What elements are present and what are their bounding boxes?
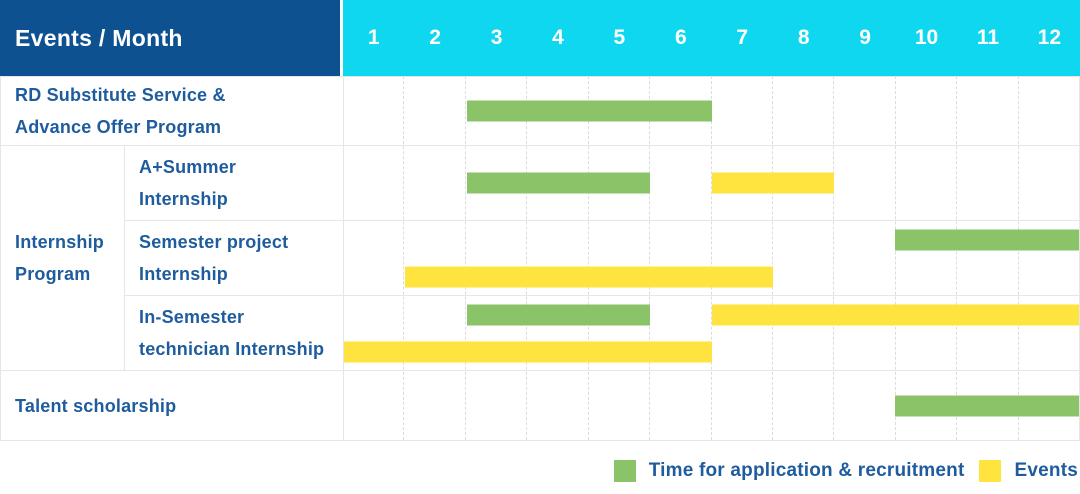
legend-item: Time for application & recruitment xyxy=(613,460,965,482)
row-bars xyxy=(343,145,1079,220)
group-label: Internship Program xyxy=(1,145,125,370)
bar-line xyxy=(344,371,1079,440)
month-label: 12 xyxy=(1037,26,1062,49)
gantt-bar-yellow xyxy=(711,172,834,194)
legend-label: Events xyxy=(1014,460,1078,481)
month-label: 6 xyxy=(674,26,687,49)
gantt-bar-yellow xyxy=(711,304,1079,325)
legend-swatch-green xyxy=(613,460,636,482)
row-label: In-Semester technician Internship xyxy=(125,295,343,370)
gantt-bar-green xyxy=(895,395,1079,416)
bar-line xyxy=(344,296,1079,333)
months-header: 1 2 3 4 5 6 7 8 9 10 11 12 xyxy=(343,0,1080,76)
legend-swatch-yellow xyxy=(979,460,1002,482)
row-bars xyxy=(343,220,1079,295)
legend-item: Events xyxy=(979,460,1078,482)
gantt-bar-green xyxy=(466,100,712,122)
legend-label: Time for application & recruitment xyxy=(648,460,965,481)
bar-line xyxy=(344,333,1079,370)
month-label: 3 xyxy=(490,26,503,49)
gantt-bar-yellow xyxy=(405,266,773,287)
row-bars xyxy=(343,370,1079,440)
month-label: 8 xyxy=(797,26,810,49)
row-label: A+Summer Internship xyxy=(125,145,343,220)
row-bars xyxy=(343,76,1079,145)
gantt-bar-green xyxy=(466,304,651,325)
bar-line xyxy=(344,77,1079,145)
bar-line xyxy=(344,146,1079,220)
corner-header-label: Events / Month xyxy=(15,24,183,51)
gantt-bar-green xyxy=(895,229,1079,250)
row-label: Semester project Internship xyxy=(125,220,343,295)
row-bars xyxy=(343,295,1079,370)
corner-header: Events / Month xyxy=(0,0,343,76)
gantt-bar-yellow xyxy=(344,341,712,362)
gantt-bar-green xyxy=(466,172,651,194)
month-label: 5 xyxy=(613,26,626,49)
bar-line xyxy=(344,258,1079,295)
month-label: 1 xyxy=(367,26,380,49)
row-label: RD Substitute Service & Advance Offer Pr… xyxy=(1,76,343,145)
month-label: 9 xyxy=(859,26,871,49)
gantt-table: Events / Month 1 2 3 4 5 6 7 8 9 10 11 12 RD Substi… xyxy=(0,0,1080,441)
legend: Time for application & recruitment Events xyxy=(0,460,1080,482)
month-label: 2 xyxy=(429,26,441,49)
month-label: 10 xyxy=(914,26,939,49)
month-label: 4 xyxy=(552,26,564,49)
row-label: Talent scholarship xyxy=(1,370,343,440)
month-label: 11 xyxy=(976,26,1000,49)
month-label: 7 xyxy=(736,26,749,49)
bar-line xyxy=(344,221,1079,258)
